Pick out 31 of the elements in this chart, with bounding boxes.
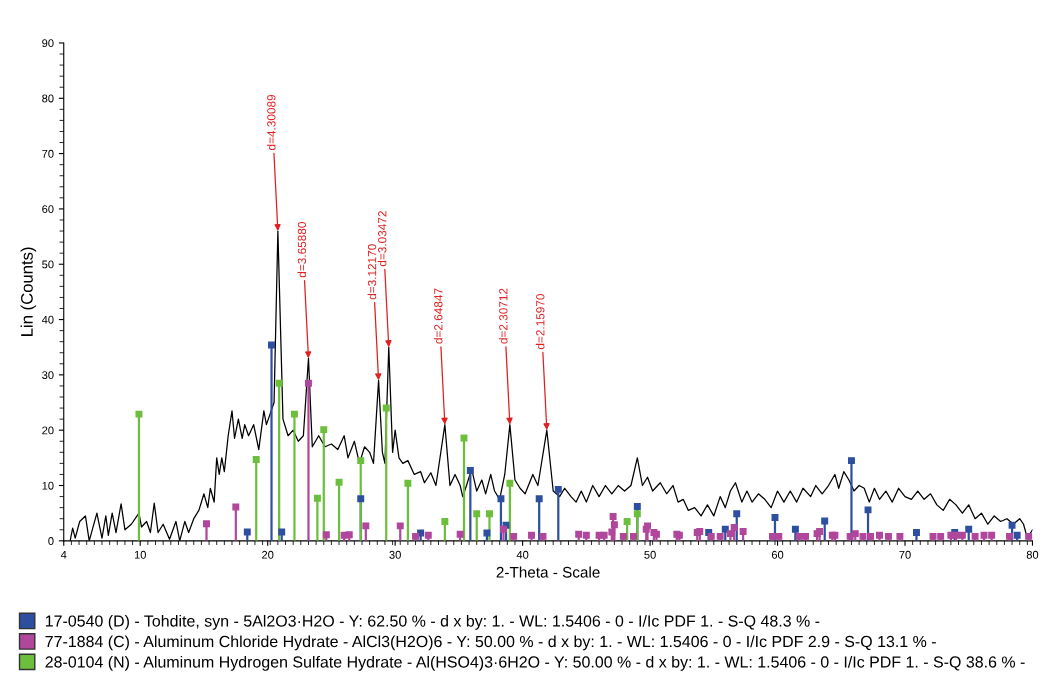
x-axis-title: 2-Theta - Scale <box>496 566 600 578</box>
annotation: d=2.30712 <box>498 288 508 344</box>
legend-label: 77-1884 (C) - Aluminum Chloride Hydrate - AlCl3(H2O)6 - Y: 50.00 % - d x by: 1. - WL: 1.5406 - 0 - I/Ic PDF 2.9 - S-Q 13.1 % - <box>45 635 936 651</box>
y-tick-label: 90 <box>42 39 54 48</box>
legend-label: 17-0540 (D) - Tohdite, syn - 5Al2O3·H2O - Y: 62.50 % - d x by: 1. - WL: 1.5406 - 0 - I/Ic PDF 1. - S-Q 48.3 % - <box>45 614 820 630</box>
x-tick-label: 10 <box>134 550 146 559</box>
x-tick-label: 4 <box>60 550 67 559</box>
annotation: d=2.15970 <box>535 293 545 350</box>
y-tick-label: 10 <box>42 481 54 490</box>
y-tick-label: 0 <box>48 537 54 545</box>
x-tick-label: 50 <box>644 550 656 559</box>
y-tick-label: 20 <box>42 426 54 435</box>
y-tick-label: 40 <box>41 315 54 324</box>
annotation: d=3.03472 <box>377 211 387 267</box>
x-tick-label: 60 <box>771 550 784 559</box>
x-tick-label: 40 <box>516 550 529 559</box>
annotation: d=3.12170 <box>367 244 377 300</box>
x-tick-label: 70 <box>899 550 911 559</box>
y-tick-label: 60 <box>42 205 54 214</box>
x-tick-label: 20 <box>262 550 274 559</box>
annotation: d=2.64847 <box>433 288 443 344</box>
legend-label: 28-0104 (N) - Aluminum Hydrogen Sulfate Hydrate - Al(HSO4)3·6H2O - Y: 50.00 % - d x by: 1. - WL: 1.5406 - 0 - I/Ic PDF 1. - S-Q 38.6 % - <box>45 655 1025 671</box>
y-tick-label: 80 <box>42 94 54 103</box>
y-tick-label: 30 <box>42 371 54 380</box>
annotation: d=3.65880 <box>297 222 307 278</box>
y-tick-label: 50 <box>42 260 54 269</box>
x-tick-label: 30 <box>389 550 401 559</box>
x-tick-label: 80 <box>1026 550 1039 559</box>
y-axis-title: Lin (Counts) <box>20 247 37 336</box>
annotation: d=4.30089 <box>266 94 276 150</box>
y-tick-label: 70 <box>42 149 54 158</box>
